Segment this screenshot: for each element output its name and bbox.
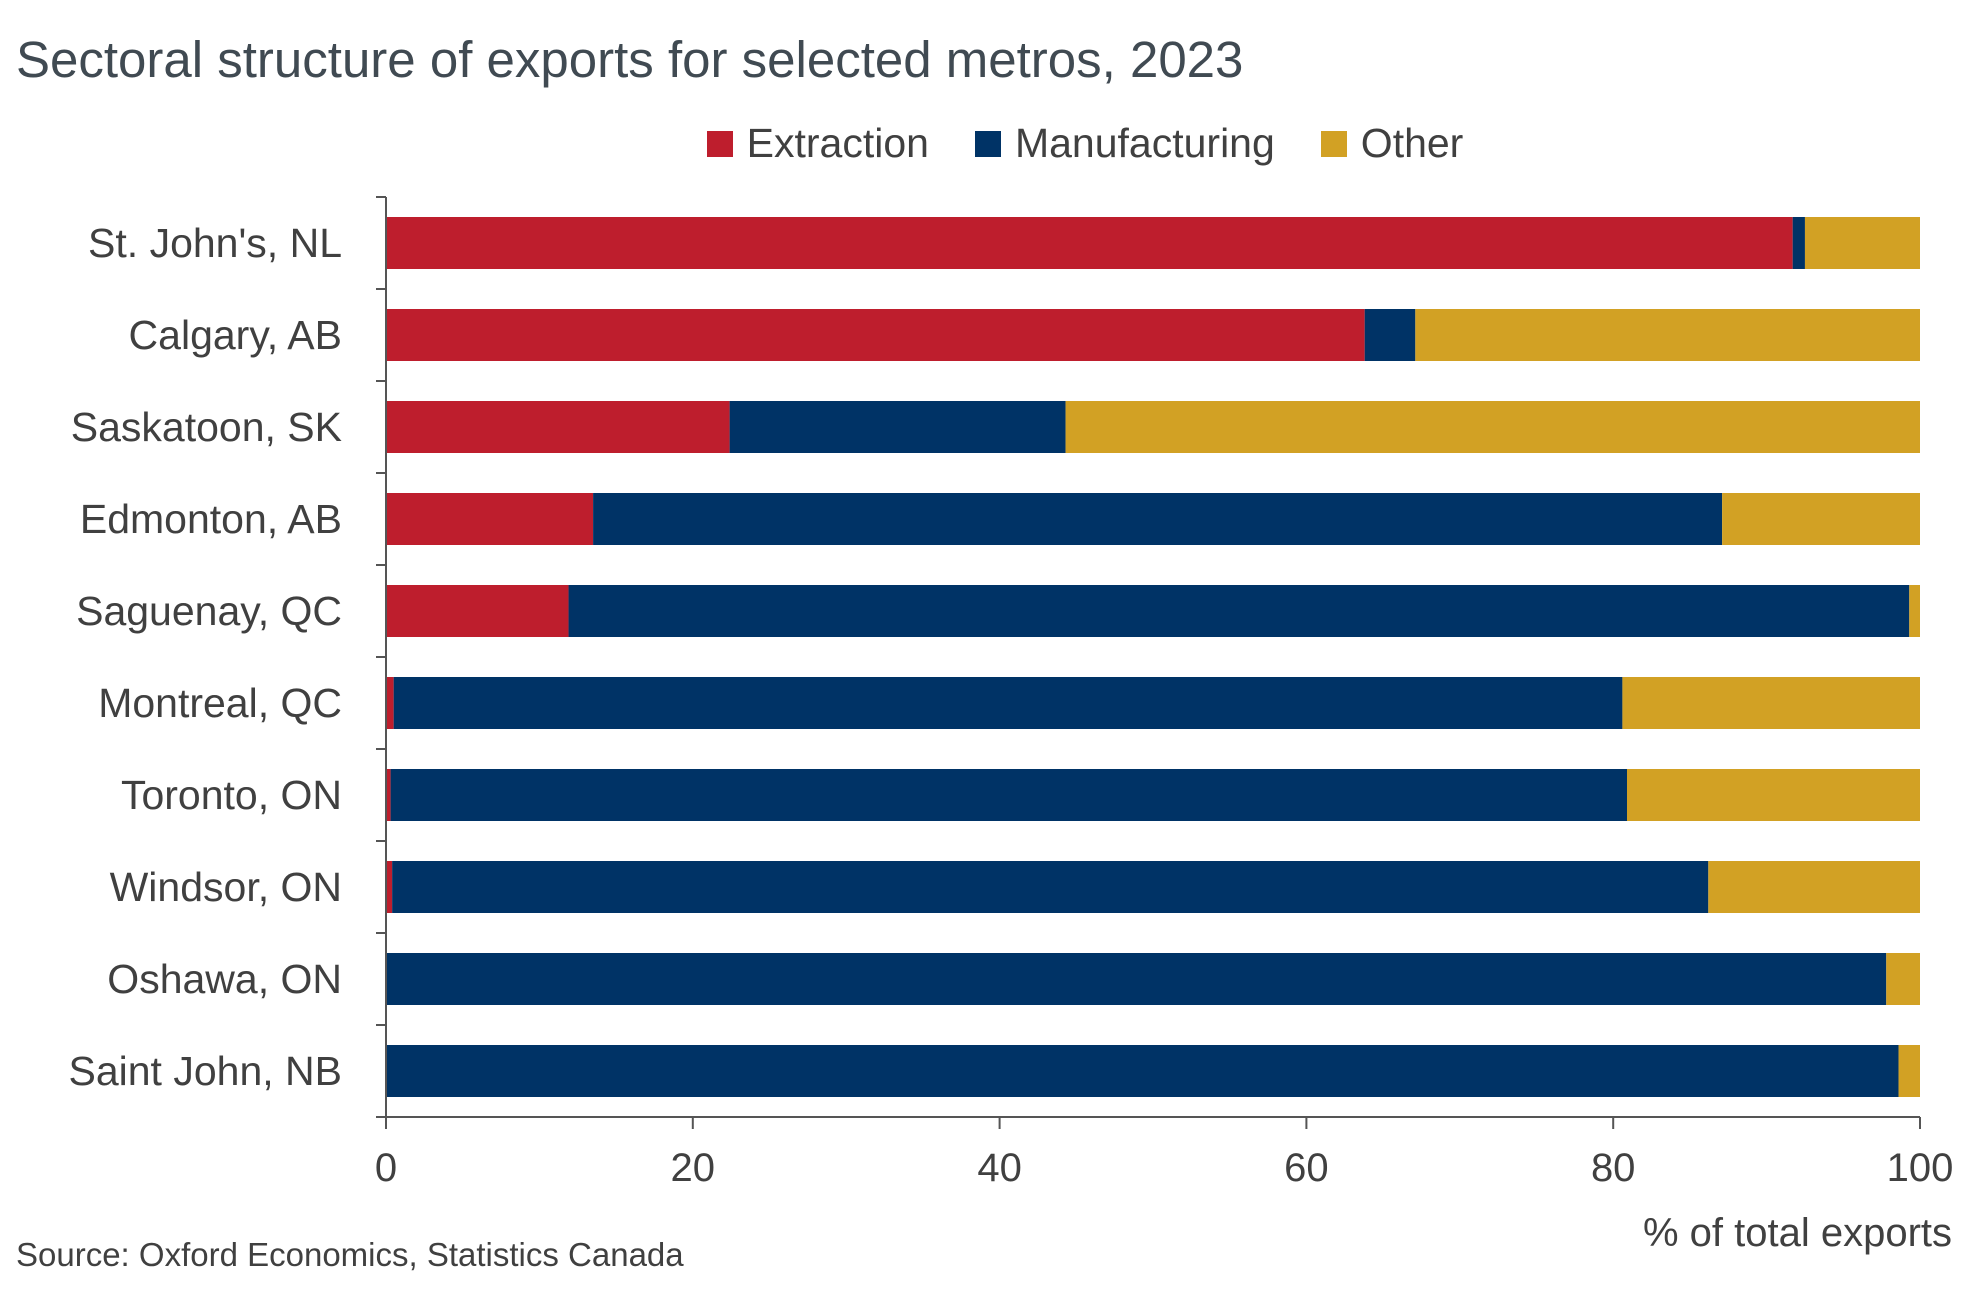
source-note: Source: Oxford Economics, Statistics Can…	[16, 1236, 684, 1273]
bar-toronto-on-other	[1627, 769, 1920, 821]
bar-montreal-qc-manufacturing	[393, 677, 1623, 729]
bar-saguenay-qc-manufacturing	[568, 585, 1910, 637]
bar-calgary-ab-extraction	[386, 309, 1365, 361]
bar-saguenay-qc-other	[1909, 585, 1920, 637]
category-label: Saskatoon, SK	[71, 404, 342, 450]
bar-saskatoon-sk-other	[1065, 401, 1920, 453]
x-tick-label: 40	[977, 1146, 1022, 1190]
category-label: Montreal, QC	[98, 680, 342, 726]
axes-group: St. John's, NL Calgary, AB Saskatoon, SK Ed…	[69, 196, 1954, 1190]
bar-montreal-qc-extraction	[386, 677, 394, 729]
category-label: Calgary, AB	[129, 312, 342, 358]
legend-item-manufacturing: Manufacturing	[974, 120, 1275, 167]
chart-title: Sectoral structure of exports for select…	[16, 31, 1244, 88]
category-label: Saguenay, QC	[76, 588, 342, 634]
bar-toronto-on-manufacturing	[390, 769, 1628, 821]
category-label: Toronto, ON	[121, 772, 342, 818]
bars-group	[386, 217, 1920, 1097]
bar-edmonton-ab-manufacturing	[593, 493, 1723, 545]
bar-edmonton-ab-extraction	[386, 493, 594, 545]
bar-saskatoon-sk-extraction	[386, 401, 730, 453]
x-tick-label: 0	[375, 1146, 397, 1190]
bar-oshawa-on-manufacturing	[386, 953, 1887, 1005]
legend: Extraction Manufacturing Other	[100, 120, 1970, 167]
bar-edmonton-ab-other	[1722, 493, 1920, 545]
x-tick-label: 80	[1591, 1146, 1636, 1190]
legend-item-extraction: Extraction	[706, 120, 929, 167]
legend-item-other: Other	[1320, 120, 1464, 167]
bar-calgary-ab-manufacturing	[1364, 309, 1416, 361]
x-tick-label: 100	[1887, 1146, 1954, 1190]
bar-windsor-on-other	[1708, 861, 1920, 913]
x-tick-label: 20	[671, 1146, 716, 1190]
category-label: St. John's, NL	[88, 220, 342, 266]
legend-label-manufacturing: Manufacturing	[1014, 120, 1275, 166]
legend-label-other: Other	[1360, 120, 1464, 166]
category-label: Saint John, NB	[69, 1048, 343, 1094]
bar-saskatoon-sk-manufacturing	[729, 401, 1066, 453]
legend-swatch-extraction	[706, 130, 733, 157]
bar-st-john-s-nl-extraction	[386, 217, 1793, 269]
bar-st-john-s-nl-manufacturing	[1792, 217, 1805, 269]
category-label: Windsor, ON	[110, 864, 342, 910]
bar-windsor-on-manufacturing	[392, 861, 1709, 913]
bar-saint-john-nb-manufacturing	[386, 1045, 1899, 1097]
bar-saint-john-nb-other	[1898, 1045, 1920, 1097]
bar-windsor-on-extraction	[386, 861, 393, 913]
x-axis-label: % of total exports	[1643, 1211, 1952, 1255]
bar-toronto-on-extraction	[386, 769, 391, 821]
bar-montreal-qc-other	[1622, 677, 1920, 729]
bar-calgary-ab-other	[1415, 309, 1920, 361]
legend-label-extraction: Extraction	[746, 120, 929, 166]
bar-oshawa-on-other	[1886, 953, 1920, 1005]
bar-saguenay-qc-extraction	[386, 585, 569, 637]
legend-swatch-manufacturing	[974, 130, 1001, 157]
legend-swatch-other	[1320, 130, 1347, 157]
x-tick-label: 60	[1284, 1146, 1329, 1190]
bar-st-john-s-nl-other	[1804, 217, 1920, 269]
category-label: Edmonton, AB	[80, 496, 342, 542]
category-label: Oshawa, ON	[107, 956, 342, 1002]
